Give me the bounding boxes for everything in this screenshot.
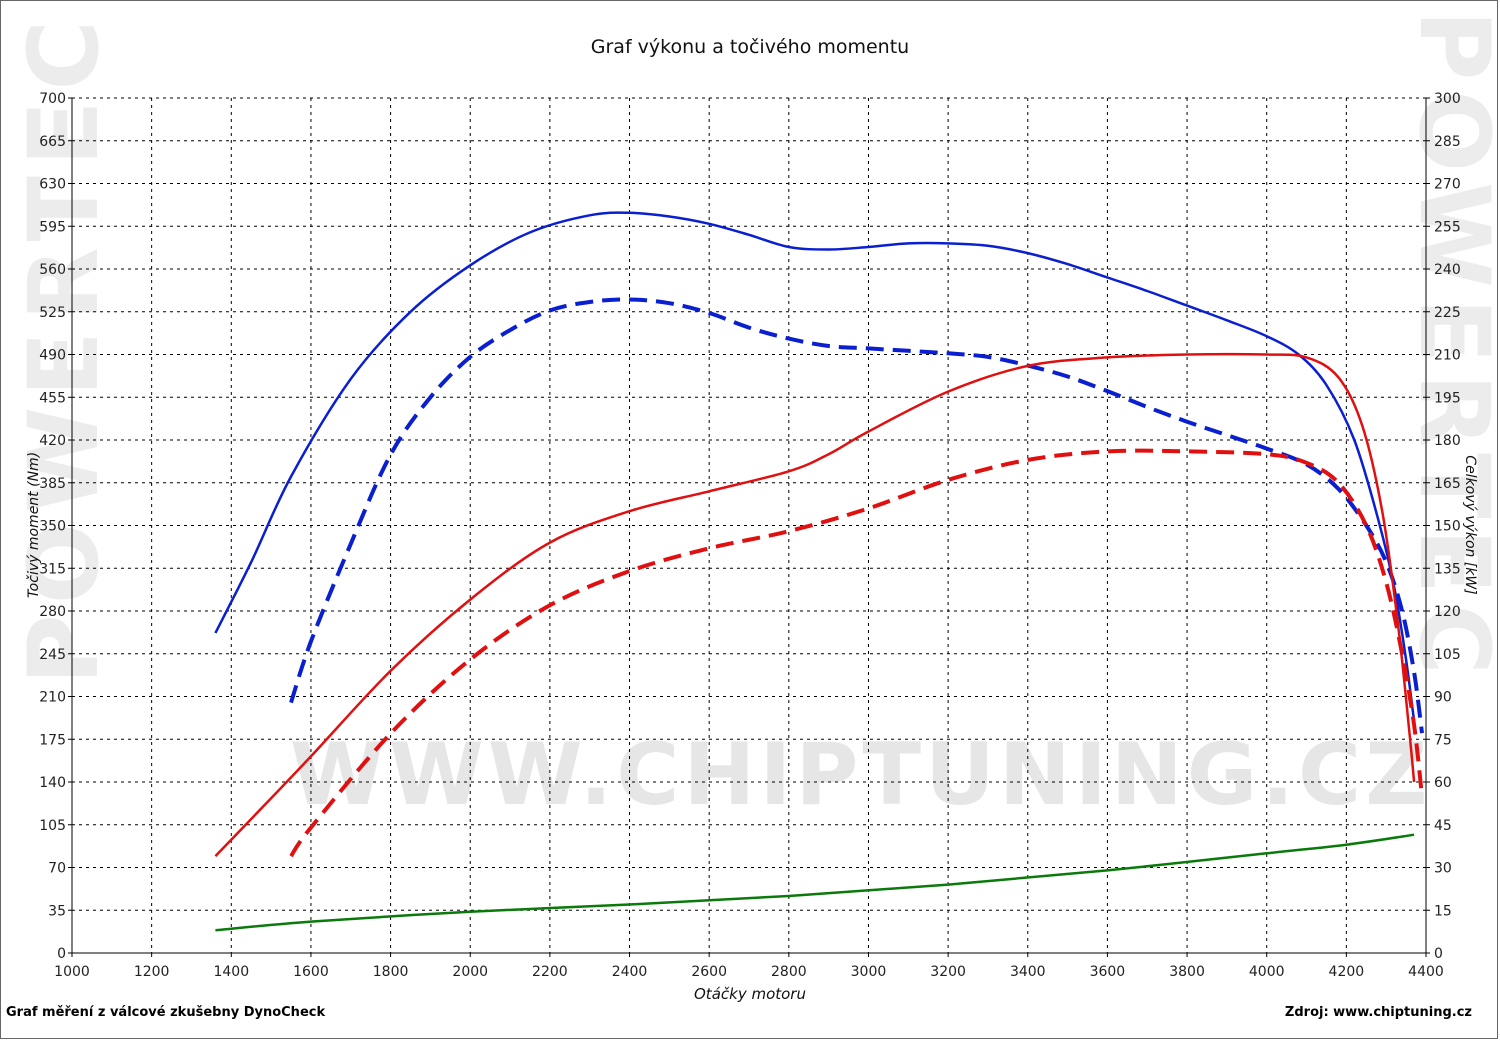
y-right-tick-label: 195 xyxy=(1434,390,1461,406)
x-tick-label: 4200 xyxy=(1329,964,1365,980)
y-right-tick-label: 120 xyxy=(1434,604,1461,620)
y-right-tick-label: 300 xyxy=(1434,91,1461,107)
x-tick-label: 1000 xyxy=(54,964,90,980)
footer-credit: Zdroj: www.chiptuning.cz xyxy=(1284,1005,1472,1020)
y-left-tick-label: 525 xyxy=(39,305,66,321)
y-left-tick-label: 665 xyxy=(39,134,66,150)
torque-tuned-line xyxy=(214,211,1416,722)
power-tuned-line xyxy=(214,352,1416,857)
y-left-tick-label: 140 xyxy=(39,775,66,791)
y-right-tick-label: 270 xyxy=(1434,177,1461,193)
y-left-tick-label: 175 xyxy=(39,732,66,748)
y-right-tick-label: 0 xyxy=(1434,946,1443,962)
y-right-tick-label: 285 xyxy=(1434,134,1461,150)
y-right-tick-label: 15 xyxy=(1434,903,1452,919)
y-left-tick-label: 560 xyxy=(39,262,66,278)
axes xyxy=(68,97,1430,957)
grid xyxy=(72,97,1427,953)
y-left-tick-label: 630 xyxy=(39,177,66,193)
y-left-tick-label: 70 xyxy=(48,861,66,877)
y-right-tick-label: 225 xyxy=(1434,305,1461,321)
y-left-tick-label: 210 xyxy=(39,690,66,706)
x-tick-label: 4000 xyxy=(1249,964,1285,980)
x-tick-label: 1200 xyxy=(134,964,170,980)
y-left-tick-label: 420 xyxy=(39,433,66,449)
x-tick-label: 3000 xyxy=(851,964,887,980)
y-left-tick-label: 700 xyxy=(39,91,66,107)
y-axis-left-label: Točivý moment (Nm) xyxy=(26,452,42,598)
y-right-tick-label: 180 xyxy=(1434,433,1461,449)
x-tick-label: 4400 xyxy=(1408,964,1444,980)
y-right-tick-label: 255 xyxy=(1434,219,1461,235)
y-left-tick-label: 105 xyxy=(39,818,66,834)
y-right-tick-label: 240 xyxy=(1434,262,1461,278)
loss-line xyxy=(215,833,1415,932)
y-left-tick-label: 385 xyxy=(39,476,66,492)
y-left-tick-label: 35 xyxy=(48,903,66,919)
x-tick-label: 3800 xyxy=(1169,964,1205,980)
x-tick-label: 2400 xyxy=(612,964,648,980)
y-right-tick-label: 135 xyxy=(1434,561,1461,577)
y-left-tick-label: 595 xyxy=(39,219,66,235)
y-right-tick-label: 75 xyxy=(1434,732,1452,748)
y-left-tick-label: 455 xyxy=(39,390,66,406)
y-right-tick-label: 105 xyxy=(1434,647,1461,663)
x-tick-label: 2200 xyxy=(532,964,568,980)
y-left-tick-label: 490 xyxy=(39,348,66,364)
x-tick-label: 2800 xyxy=(771,964,807,980)
y-axis-right-label: Celkový výkon [kW] xyxy=(1462,455,1478,594)
x-tick-label: 1800 xyxy=(373,964,409,980)
tick-labels: 0 35 70 105 140 175 210 245 280 315 350 385 420 455 49… xyxy=(39,91,1460,980)
y-left-tick-label: 315 xyxy=(39,561,66,577)
y-left-tick-label: 0 xyxy=(57,946,66,962)
x-tick-label: 1400 xyxy=(213,964,249,980)
y-left-tick-label: 245 xyxy=(39,647,66,663)
y-left-tick-label: 280 xyxy=(39,604,66,620)
y-right-tick-label: 45 xyxy=(1434,818,1452,834)
series-lines xyxy=(214,211,1424,932)
x-tick-label: 1600 xyxy=(293,964,329,980)
torque-stock-line xyxy=(289,297,1424,734)
x-tick-label: 3400 xyxy=(1010,964,1046,980)
y-right-tick-label: 210 xyxy=(1434,348,1461,364)
y-right-tick-label: 90 xyxy=(1434,690,1452,706)
y-right-tick-label: 150 xyxy=(1434,519,1461,535)
y-right-tick-label: 60 xyxy=(1434,775,1452,791)
footer-source-note: Graf měření z válcové zkušebny DynoCheck xyxy=(6,1005,326,1020)
y-right-tick-label: 30 xyxy=(1434,861,1452,877)
power-stock-line xyxy=(289,448,1424,858)
chart-title: Graf výkonu a točivého momentu xyxy=(590,36,910,58)
y-right-tick-label: 165 xyxy=(1434,476,1461,492)
x-tick-label: 2000 xyxy=(452,964,488,980)
x-tick-label: 2600 xyxy=(691,964,727,980)
y-left-tick-label: 350 xyxy=(39,519,66,535)
x-axis-label: Otáčky motoru xyxy=(694,985,806,1003)
x-tick-label: 3200 xyxy=(930,964,966,980)
x-tick-label: 3600 xyxy=(1090,964,1126,980)
